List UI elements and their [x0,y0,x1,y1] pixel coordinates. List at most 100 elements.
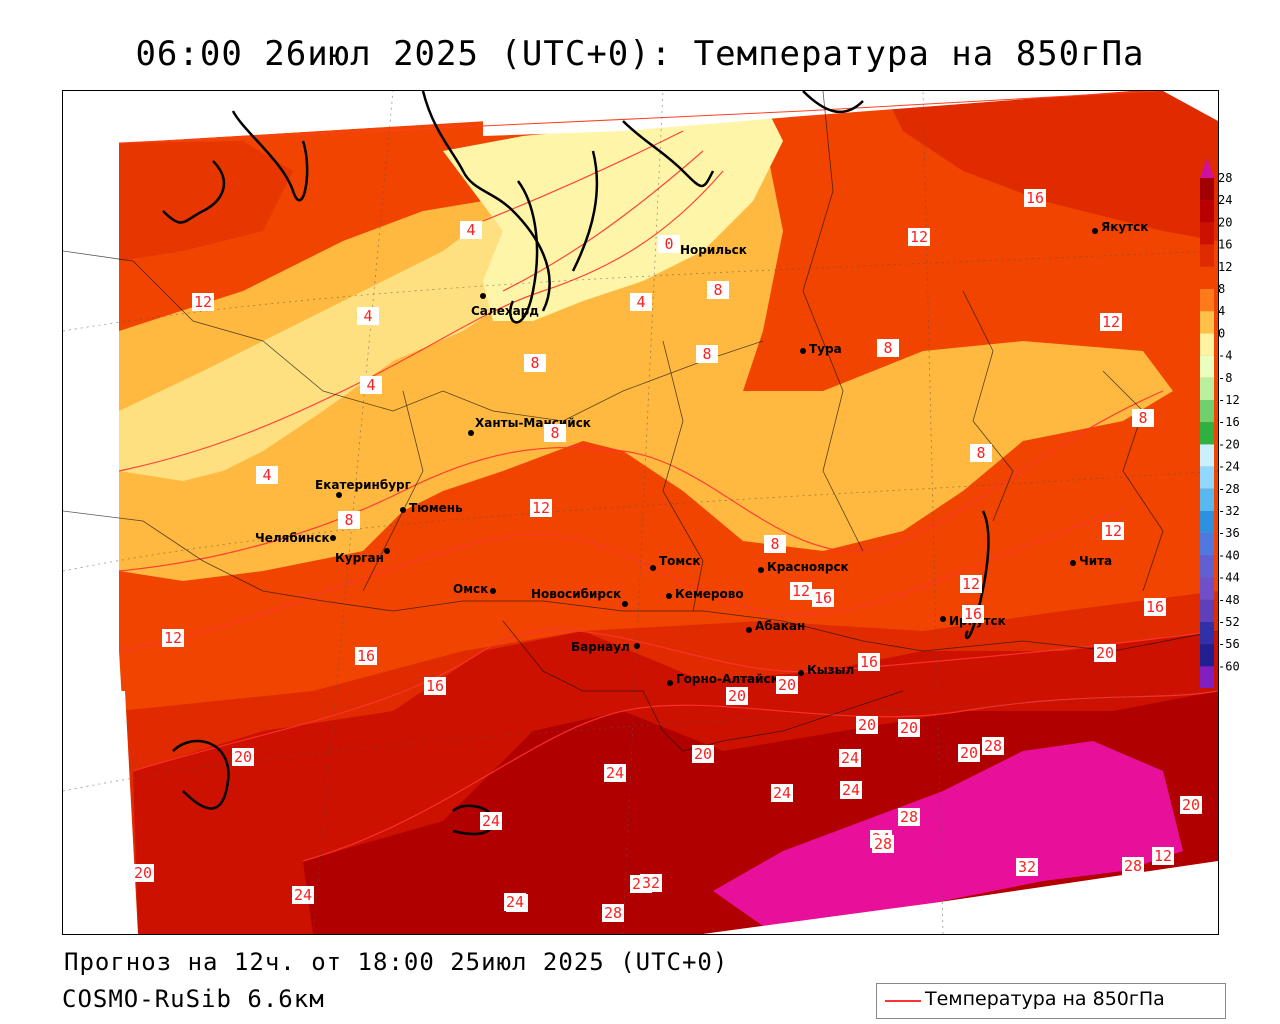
city-label: Омск [453,582,488,596]
contour-label: 28 [874,835,892,853]
colorbar-swatch [1200,644,1214,667]
colorbar-swatch [1200,333,1214,356]
contour-label: 4 [363,307,372,325]
contour-label-bg [908,228,930,246]
contour-label-bg [1094,644,1116,662]
colorbar-swatch [1200,244,1214,267]
contour-label: 24 [773,784,791,802]
colorbar-swatch [1200,599,1214,622]
city-label: Тура [809,342,842,356]
contour-label: 8 [550,424,559,442]
colorbar-swatch [1200,178,1214,201]
band-32 [713,741,1183,926]
contour-label: 4 [262,466,271,484]
contour-label-bg [692,745,714,763]
contour-label: 12 [792,582,810,600]
colorbar-tick-label: -28 [1218,482,1240,496]
contour-label: 28 [604,904,622,922]
contour-label-bg [1152,847,1174,865]
colorbar-swatch [1200,400,1214,423]
colorbar-tick-label: -8 [1218,371,1232,385]
model-text: COSMO-RuSib 6.6км [62,985,325,1013]
colorbar-tick-label: 12 [1218,260,1232,274]
contour-label: 4 [466,221,475,239]
contour-label-bg [602,904,624,922]
colorbar-swatch [1200,222,1214,245]
contour-label-bg [640,874,662,892]
colorbar-swatch [1200,444,1214,467]
contour-label: 16 [1026,189,1044,207]
contour-label-bg [357,307,379,325]
colorbar-swatch [1200,466,1214,489]
contour-label-bg [630,293,652,311]
contour-label: 12 [1104,522,1122,540]
map-title: 06:00 26июл 2025 (UTC+0): Температура на… [135,34,1145,74]
contour-label: 24 [294,886,312,904]
colorbar-swatch [1200,666,1214,688]
band-16-nw [119,141,293,261]
colorbar-tick-label: 0 [1218,326,1225,340]
contour-label-bg [338,511,360,529]
contour-label: 24 [606,764,624,782]
map-area: Норильск Якутск Салехард Тура Ханты-Манс… [62,90,1219,935]
city-label: Салехард [471,304,539,318]
city-label: Горно-Алтайск [676,672,779,686]
colorbar-tick-label: 28 [1218,171,1232,185]
contour-label: 16 [964,605,982,623]
contour-label: 20 [728,687,746,705]
contour-label-bg [360,376,382,394]
colorbar-top-arrow [1200,158,1214,178]
colorbar-tick-label: 16 [1218,238,1232,252]
contour-label-bg [544,424,566,442]
contour-label: 8 [530,354,539,372]
contour-label-bg [530,499,552,517]
contour-label: 28 [984,737,1002,755]
contour-label: 16 [860,653,878,671]
contour-label-bg [960,575,982,593]
contour-label-bg [256,466,278,484]
contour-label: 20 [900,719,918,737]
colorbar-tick-label: 4 [1218,304,1225,318]
contour-label-bg [872,835,894,853]
contour-label: 16 [357,647,375,665]
contour-label: 32 [1018,858,1036,876]
city-label: Тюмень [409,501,463,515]
contour-label-bg [840,781,862,799]
contour-label-bg [958,744,980,762]
colorbar-swatch [1200,355,1214,378]
colorbar-tick-label: 20 [1218,215,1232,229]
colorbar: 28 24 20 16 12 8 4 0 -4 -8 -12 -16 -20 -24 -28 -32 -36 -4… [1200,158,1240,688]
contour-label-bg [658,235,680,253]
colorbar-tick-label: -52 [1218,615,1240,629]
contour-label-bg [764,535,786,553]
colorbar-swatch [1200,533,1214,556]
contour-label-bg [877,339,899,357]
contour-label: 8 [1138,409,1147,427]
contour-label: 12 [532,499,550,517]
contour-label-bg [480,812,502,830]
contour-label: 8 [344,511,353,529]
colorbar-swatch [1200,289,1214,312]
contour-label-bg [776,676,798,694]
contour-label-bg [524,354,546,372]
colorbar-swatch [1200,511,1214,534]
city-label: Курган [335,551,384,565]
colorbar-swatch [1200,555,1214,578]
colorbar-tick-label: 8 [1218,282,1225,296]
contour-label-bg [771,784,793,802]
colorbar-tick-label: -24 [1218,460,1240,474]
colorbar-swatch [1200,200,1214,223]
colorbar-tick-label: -44 [1218,571,1240,585]
contour-label: 28 [1124,857,1142,875]
contour-label: 20 [1096,644,1114,662]
contour-label-bg [192,293,214,311]
contour-label: 16 [814,589,832,607]
contour-label-bg [696,345,718,363]
band-16-ne [883,91,1218,241]
contour-label: 8 [702,345,711,363]
contour-label: 8 [770,535,779,553]
contour-label-bg [1132,409,1154,427]
contour-label-bg [604,764,626,782]
forecast-text: Прогноз на 12ч. от 18:00 25июл 2025 (UTC… [64,948,729,976]
colorbar-swatch [1200,377,1214,400]
